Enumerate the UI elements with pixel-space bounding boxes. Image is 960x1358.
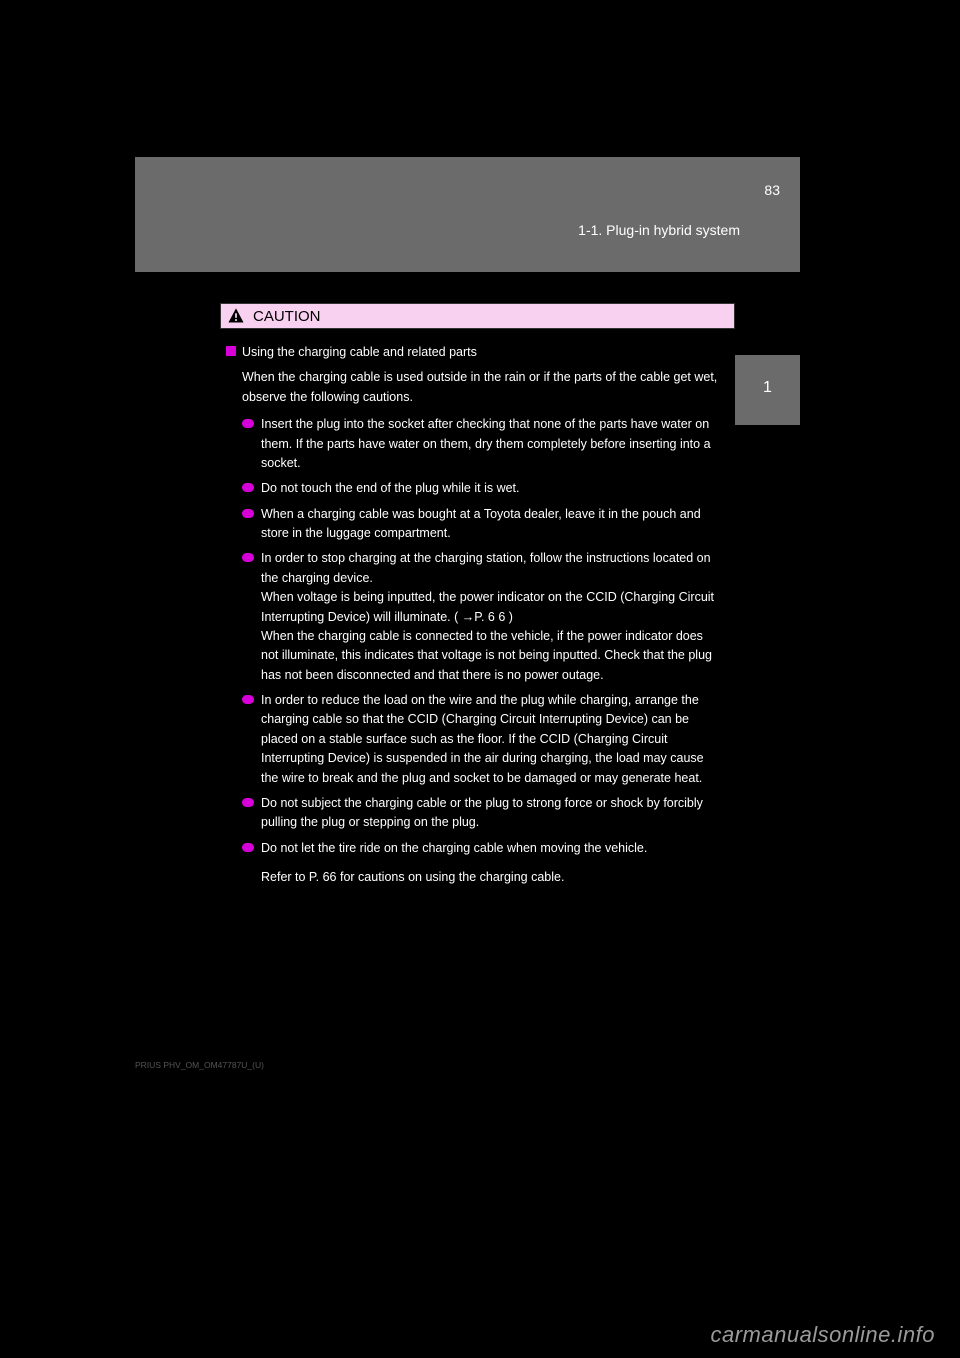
bullet-text: In order to reduce the load on the wire …: [261, 691, 721, 788]
bullet-item: Do not subject the charging cable or the…: [242, 794, 721, 833]
round-marker-icon: [242, 509, 254, 518]
caution-heading: Using the charging cable and related par…: [242, 343, 477, 362]
caution-header: CAUTION: [220, 303, 735, 329]
bullet-item: Insert the plug into the socket after ch…: [242, 415, 721, 473]
bullet-item: When a charging cable was bought at a To…: [242, 505, 721, 544]
page-header: 83 1-1. Plug-in hybrid system: [135, 157, 800, 272]
round-marker-icon: [242, 553, 254, 562]
bullet-item: In order to reduce the load on the wire …: [242, 691, 721, 788]
bullet-text: Do not subject the charging cable or the…: [261, 794, 721, 833]
document-code: PRIUS PHV_OM_OM47787U_(U): [135, 1060, 264, 1070]
section-title: 1-1. Plug-in hybrid system: [578, 222, 740, 238]
reference-text: Refer to P. 66 for cautions on using the…: [261, 868, 721, 887]
bullet-text: In order to stop charging at the chargin…: [261, 549, 721, 685]
side-tab: 1: [735, 355, 800, 425]
caution-box: CAUTION Using the charging cable and rel…: [220, 303, 735, 901]
bullet-text: Do not let the tire ride on the charging…: [261, 839, 721, 858]
bullet-item: Do not let the tire ride on the charging…: [242, 839, 721, 858]
round-marker-icon: [242, 695, 254, 704]
watermark: carmanualsonline.info: [710, 1322, 935, 1348]
round-marker-icon: [242, 483, 254, 492]
caution-heading-row: Using the charging cable and related par…: [226, 343, 721, 362]
caution-intro: When the charging cable is used outside …: [242, 368, 721, 407]
bullet-text: Insert the plug into the socket after ch…: [261, 415, 721, 473]
caution-label: CAUTION: [253, 308, 321, 325]
caution-content: Using the charging cable and related par…: [220, 329, 735, 901]
square-marker-icon: [226, 346, 236, 356]
round-marker-icon: [242, 798, 254, 807]
bullet-item: Do not touch the end of the plug while i…: [242, 479, 721, 498]
warning-icon: [227, 307, 245, 325]
round-marker-icon: [242, 843, 254, 852]
bullet-text: Do not touch the end of the plug while i…: [261, 479, 721, 498]
side-tab-number: 1: [763, 379, 772, 397]
bullet-text: When a charging cable was bought at a To…: [261, 505, 721, 544]
page-number: 83: [764, 182, 780, 198]
round-marker-icon: [242, 419, 254, 428]
bullet-item: In order to stop charging at the chargin…: [242, 549, 721, 685]
